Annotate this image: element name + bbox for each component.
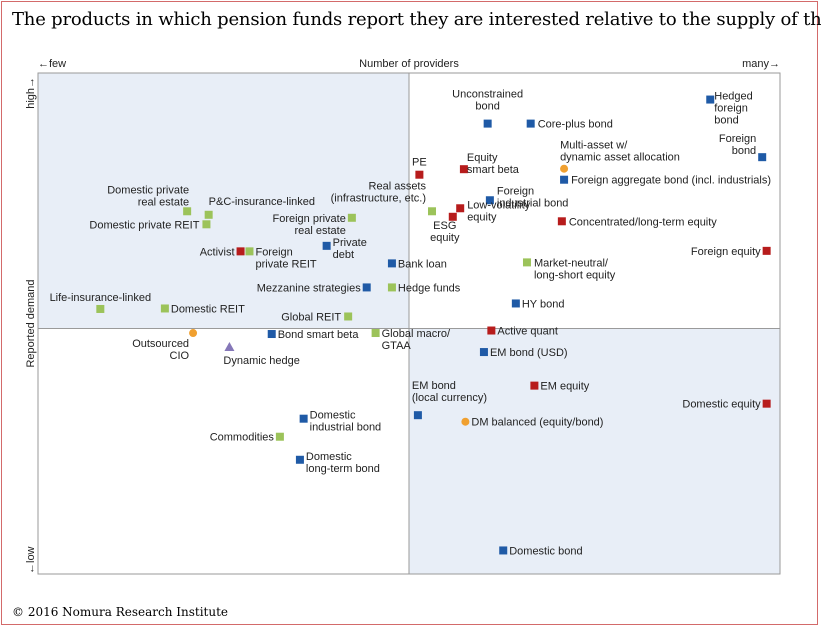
point-label-domestic-bond: Domestic bond [509,545,582,557]
point-marker-life-insurance-linked [96,304,105,313]
point-label-domestic-industrial-bond: Domestic industrial bond [310,410,382,434]
point-label-market-neutral-long-short-equity: Market-neutral/long-short equity [534,257,616,281]
point-label-domestic-equity: Domestic equity [682,399,761,411]
point-label-em-bond-local-currency: EM bond (local currency) [412,380,487,404]
point-label-foreign-private-reit: Foreign private REIT [255,246,316,270]
point-marker-dm-balanced-equity-bond [461,417,470,426]
point-label-outsourced-cio: Outsourced CIO [132,338,189,362]
point-marker-foreign-bond [758,153,767,162]
point-marker-foreign-private-real-estate [347,213,356,222]
point-marker-domestic-reit [160,304,169,313]
point-label-domestic-private-reit: Domestic private REIT [89,219,199,231]
point-label-dm-balanced-equity-bond: DM balanced (equity/bond) [471,417,603,429]
point-label-commodities: Commodities [210,432,275,444]
point-marker-pe [415,170,424,179]
point-label-hedge-funds: Hedge funds [398,282,461,294]
point-label-foreign-bond: Foreign bond [719,133,756,157]
point-label-global-reit: Global REIT [281,311,341,323]
point-marker-domestic-equity [762,399,771,408]
point-label-domestic-private-real-estate: Domestic private real estate [107,184,189,208]
point-marker-foreign-private-reit [245,247,254,256]
point-label-foreign-industrial-bond: Foreign industrial bond [497,185,569,209]
y-axis-title: Reported demand [25,279,37,367]
point-label-activist: Activist [200,246,235,258]
point-label-equity-smart-beta: Equity smart beta [467,152,520,176]
point-marker-em-equity [530,381,539,390]
point-marker-low-volatility-equity [456,204,465,213]
point-marker-real-assets-infrastructure-etc [428,207,437,216]
point-marker-hedge-funds [387,283,396,292]
x-axis-title: Number of providers [359,58,459,70]
point-marker-p-c-insurance-linked [204,210,213,219]
point-label-low-volatility-equity: Low-volatility equity [467,199,530,223]
point-marker-multi-asset-w-dynamic-asset-allocation [560,164,569,173]
point-marker-domestic-long-term-bond [295,455,304,464]
point-label-foreign-aggregate-bond-incl-industrials: Foreign aggregate bond (incl. industrial… [571,175,771,187]
point-label-life-insurance-linked: Life-insurance-linked [50,292,152,304]
point-marker-foreign-industrial-bond [485,196,494,205]
point-marker-private-debt [322,241,331,250]
point-marker-domestic-industrial-bond [299,414,308,423]
point-label-concentrated-long-term-equity: Concentrated/long-term equity [569,216,717,228]
point-marker-foreign-equity [762,246,771,255]
point-marker-commodities [275,432,284,441]
point-label-mezzanine-strategies: Mezzanine strategies [257,282,361,294]
point-marker-dynamic-hedge [224,342,235,352]
point-marker-em-bond-usd [479,348,488,357]
quadrant-high-supply-low-demand [409,328,780,574]
point-marker-active-quant [487,326,496,335]
point-label-foreign-equity: Foreign equity [691,246,761,258]
point-marker-esg-equity [448,212,457,221]
point-label-global-macro-gtaa: Global macro/GTAA [382,328,451,352]
point-marker-market-neutral-long-short-equity [522,258,531,267]
page-title: The products in which pension funds repo… [12,9,821,30]
point-marker-domestic-private-reit [202,220,211,229]
point-marker-domestic-bond [499,546,508,555]
point-label-active-quant: Active quant [497,326,558,338]
point-marker-em-bond-local-currency [413,411,422,420]
point-label-foreign-private-real-estate: Foreign private real estate [272,213,345,237]
point-label-hedged-foreign-bond: Hedged foreign bond [714,91,753,127]
quadrant-low-supply-high-demand [38,73,409,329]
point-marker-global-macro-gtaa [371,329,380,338]
copyright-notice: © 2016 Nomura Research Institute [12,605,229,619]
point-marker-bank-loan [387,259,396,268]
point-marker-global-reit [344,312,353,321]
point-marker-mezzanine-strategies [362,283,371,292]
point-marker-core-plus-bond [526,119,535,128]
point-label-core-plus-bond: Core-plus bond [538,119,613,131]
point-marker-outsourced-cio [189,329,198,338]
point-label-hy-bond: HY bond [522,298,565,310]
x-axis-high-label: many→ [742,58,780,70]
point-label-domestic-reit: Domestic REIT [171,303,245,315]
point-label-dynamic-hedge: Dynamic hedge [223,355,299,367]
point-label-domestic-long-term-bond: Domestic long-term bond [306,451,380,475]
x-axis-low-label: ←few [38,58,66,70]
point-label-multi-asset-w-dynamic-asset-allocation: Multi-asset w/dynamic asset allocation [560,140,680,164]
point-label-unconstrained-bond: Unconstrained bond [452,89,523,113]
point-marker-hedged-foreign-bond [706,95,715,104]
point-label-bond-smart-beta: Bond smart beta [278,329,360,341]
point-label-p-c-insurance-linked: P&C-insurance-linked [209,196,315,208]
point-marker-activist [236,247,245,256]
point-label-em-bond-usd: EM bond (USD) [490,347,568,359]
y-axis-low-label: ←low [25,546,37,574]
data-points: Hedged foreign bond Unconstrained bond Core-p… [50,89,771,558]
point-marker-bond-smart-beta [267,330,276,339]
point-marker-domestic-private-real-estate [183,207,192,216]
point-marker-hy-bond [511,299,520,308]
point-marker-concentrated-long-term-equity [557,217,566,226]
point-label-pe: PE [412,157,427,169]
point-label-real-assets-infrastructure-etc: Real assets (infrastructure, etc.) [331,180,427,204]
point-marker-foreign-aggregate-bond-incl-industrials [560,175,569,184]
point-marker-equity-smart-beta [459,165,468,174]
point-marker-unconstrained-bond [483,119,492,128]
point-label-private-debt: Private debt [333,237,367,261]
point-label-bank-loan: Bank loan [398,258,447,270]
point-label-em-equity: EM equity [540,381,589,393]
point-label-esg-equity: ESG equity [430,220,460,244]
y-axis-high-label: high→ [25,77,37,109]
